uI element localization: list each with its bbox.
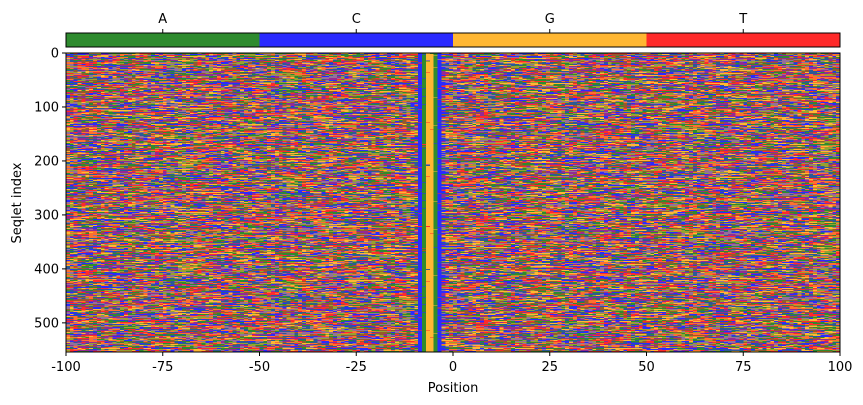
y-tick-label: 200 [34,154,59,169]
x-tick-label: 75 [735,360,752,375]
x-tick-label: 100 [828,360,853,375]
colorbar-segment-G [453,33,647,47]
plot-area [66,53,840,352]
x-tick-label: 25 [541,360,558,375]
y-tick-label: 300 [34,208,59,223]
axes: -100 -75 -50 -25 0 25 50 75 100 0 100 200 300 400 500 [34,47,852,376]
x-tick-label: -50 [249,360,270,375]
colorbar-tick-label: A [158,12,167,27]
colorbar-segment-T [646,33,840,47]
colorbar-tick-label: G [545,12,555,27]
colorbar-tick-label: C [352,12,361,27]
heatmap-cells [66,53,840,352]
y-tick-label: 400 [34,262,59,277]
x-tick-label: -25 [346,360,367,375]
y-tick-label: 500 [34,316,59,331]
x-tick-label: -100 [51,360,81,375]
y-axis-label: Seqlet index [10,162,25,243]
colorbar-frame [65,32,841,48]
colorbar-segment-C [259,33,453,47]
y-tick-label: 0 [51,47,59,62]
x-axis-label: Position [428,381,479,396]
x-tick-label: -75 [152,360,173,375]
colorbar-tick-label: T [738,12,747,27]
x-tick-label: 0 [449,360,457,375]
colorbar-segment-A [66,33,260,47]
y-tick-label: 100 [34,100,59,115]
x-tick-label: 50 [638,360,655,375]
